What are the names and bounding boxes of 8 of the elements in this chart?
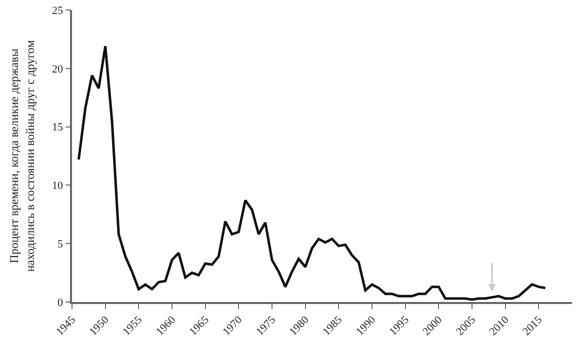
y-tick-label: 0 xyxy=(58,296,64,309)
y-axis-title: Процент времени, когда великие державы находились в состоянии войны друг с другом xyxy=(7,40,37,272)
y-tick-label: 20 xyxy=(52,63,64,76)
y-tick-label: 15 xyxy=(52,122,64,134)
y-tick-label: 10 xyxy=(52,180,64,192)
line-series xyxy=(77,44,547,301)
y-tick-label: 25 xyxy=(52,4,64,17)
y-tick-label: 5 xyxy=(58,238,64,250)
